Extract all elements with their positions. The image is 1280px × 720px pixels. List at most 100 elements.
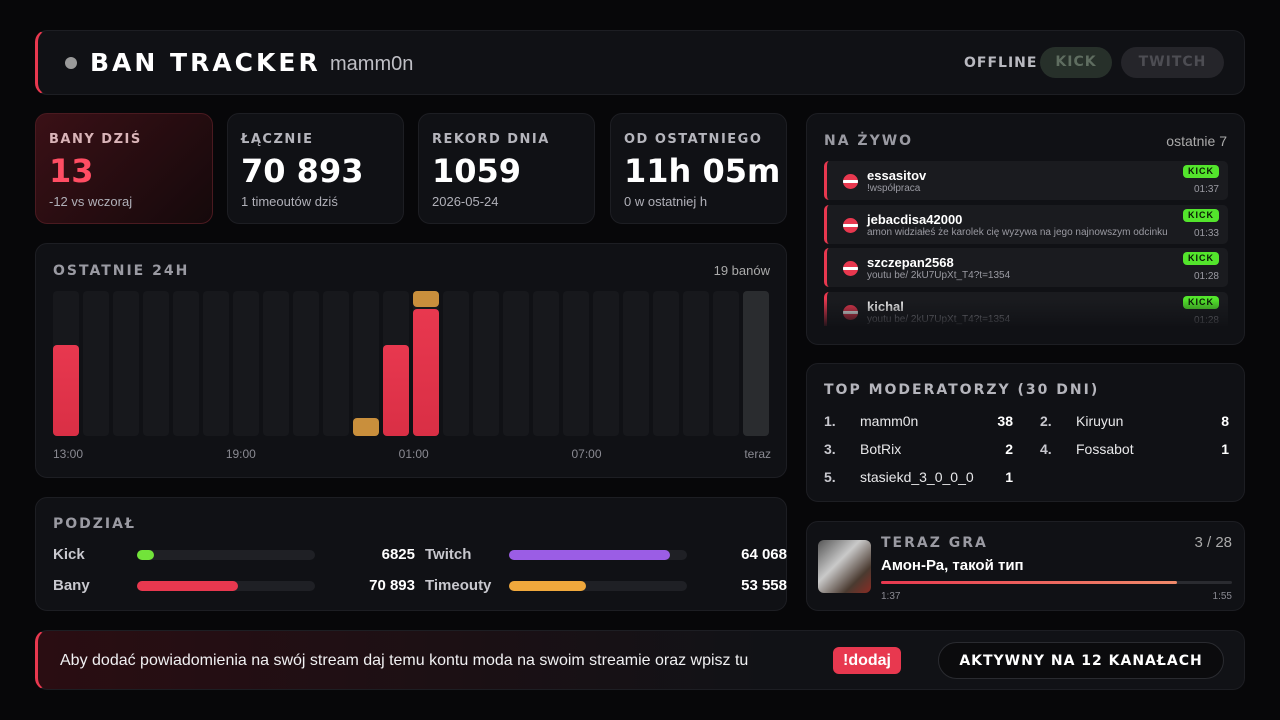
activity-panel: OSTATNIE 24H 19 banów 13:00 19:00 01:00 07:… — [35, 243, 787, 478]
bar-track — [443, 291, 469, 436]
ban-icon — [843, 174, 858, 189]
twitch-button[interactable]: TWITCH — [1121, 47, 1224, 78]
track-position: 3 / 28 — [1194, 534, 1232, 551]
bar-track — [383, 291, 409, 436]
ban-bar — [413, 309, 439, 436]
bar-track — [353, 291, 379, 436]
bar-track — [203, 291, 229, 436]
bar-track — [533, 291, 559, 436]
bar-track — [83, 291, 109, 436]
stat-value: 11h 05m — [624, 152, 781, 190]
ban-icon — [843, 217, 858, 233]
split-track — [509, 550, 687, 560]
ban-bar — [53, 345, 79, 436]
stat-label: BANY DZIŚ — [49, 132, 142, 147]
fade — [824, 299, 1228, 329]
progress-fill — [881, 581, 1178, 584]
duration: 1:55 — [1212, 591, 1232, 602]
x-tick-label: 19:00 — [225, 447, 256, 461]
feed-item: essasitov !współpraca KICK 01:37 — [824, 161, 1228, 200]
bar-track — [173, 291, 199, 436]
bar-track — [683, 291, 709, 436]
mod-rank: 1. — [824, 413, 836, 429]
split-label: Kick — [53, 546, 85, 563]
mod-rank: 5. — [824, 469, 836, 485]
mod-count: 8 — [1221, 413, 1229, 429]
stat-note: 1 timeoutów dziś — [241, 194, 338, 209]
split-track — [509, 581, 687, 591]
stat-note: 2026-05-24 — [432, 194, 499, 209]
bar-track — [413, 291, 439, 436]
bar-track — [323, 291, 349, 436]
moderators-panel: TOP MODERATORZY (30 DNI) 1. mamm0n 38 2. Kir… — [806, 363, 1245, 502]
bar-track — [233, 291, 259, 436]
stat-note: -12 vs wczoraj — [49, 194, 133, 209]
split-fill — [509, 550, 670, 560]
feed-item: jebacdisa42000 amon widziałeś że karolek … — [824, 204, 1228, 244]
mod-count: 38 — [997, 413, 1013, 429]
x-tick-label: teraz — [744, 447, 771, 461]
footer-message: Aby dodać powiadomienia na swój stream d… — [60, 652, 749, 669]
bar-track — [53, 291, 79, 436]
split-track — [137, 581, 315, 591]
bar-track — [113, 291, 139, 436]
platform-badge: KICK — [1183, 208, 1219, 222]
ban-icon — [843, 261, 858, 276]
bar-track — [623, 291, 649, 436]
status-dot — [65, 57, 77, 69]
ban-bar — [383, 345, 409, 436]
mod-rank: 2. — [1040, 413, 1052, 429]
feed-message: amon widziałeś że karolek cię wyzywa na … — [867, 226, 1168, 238]
feed-message: youtu be/ 2kU7UpXt_T4?t=1354 — [867, 270, 1011, 281]
split-value: 6825 — [381, 546, 415, 563]
stat-value: 13 — [49, 152, 94, 190]
bar-track — [143, 291, 169, 436]
x-tick-label: 07:00 — [571, 447, 602, 461]
mod-name: Kiruyun — [1076, 413, 1124, 429]
mod-name: Fossabot — [1076, 441, 1134, 457]
bar-track — [563, 291, 589, 436]
mod-count: 2 — [1005, 441, 1013, 457]
bar-track — [593, 291, 619, 436]
timeout-bar — [413, 291, 439, 308]
bar-track — [503, 291, 529, 436]
bar-track — [743, 291, 769, 436]
stat-card: ŁĄCZNIE 70 893 1 timeoutów dziś — [227, 113, 404, 224]
timeout-bar — [353, 417, 379, 436]
progress-track — [881, 581, 1232, 584]
header: BAN TRACKER mamm0n OFFLINE KICK TWITCH — [35, 30, 1245, 95]
bar-track — [713, 291, 739, 436]
moderators-title: TOP MODERATORZY (30 DNI) — [824, 382, 1100, 398]
stat-note: 0 w ostatniej h — [624, 194, 708, 209]
stat-card: BANY DZIŚ 13 -12 vs wczoraj — [35, 113, 213, 224]
split-label: Twitch — [425, 546, 472, 563]
bar-track — [653, 291, 679, 436]
command-badge[interactable]: !dodaj — [833, 647, 901, 674]
x-tick-label: 01:00 — [398, 447, 429, 461]
feed-time: 01:37 — [1193, 184, 1219, 195]
now-playing-title: TERAZ GRA — [881, 535, 988, 551]
mod-name: stasiekd_3_0_0_0 — [860, 469, 974, 485]
split-value: 64 068 — [741, 546, 787, 563]
bar-track — [473, 291, 499, 436]
mod-rank: 4. — [1040, 441, 1052, 457]
app-title: BAN TRACKER — [90, 48, 321, 77]
x-axis: 13:00 19:00 01:00 07:00 teraz — [53, 447, 771, 461]
feed-message: !współpraca — [867, 183, 921, 194]
feed-time: 01:28 — [1193, 271, 1219, 282]
mod-name: BotRix — [860, 441, 902, 457]
stat-value: 70 893 — [241, 152, 364, 190]
feed-item: szczepan2568 youtu be/ 2kU7UpXt_T4?t=1354… — [824, 248, 1228, 287]
stat-value: 1059 — [432, 152, 522, 190]
feed-user: jebacdisa42000 — [867, 211, 963, 227]
platform-badge: KICK — [1183, 165, 1219, 178]
feed-user: szczepan2568 — [867, 255, 954, 270]
x-tick-label: 13:00 — [53, 447, 84, 461]
bar-area — [53, 291, 771, 436]
mod-count: 1 — [1005, 469, 1013, 485]
kick-button[interactable]: KICK — [1040, 47, 1112, 78]
status-text: OFFLINE — [964, 55, 1038, 71]
mod-count: 1 — [1221, 441, 1229, 457]
split-fill — [137, 581, 239, 591]
